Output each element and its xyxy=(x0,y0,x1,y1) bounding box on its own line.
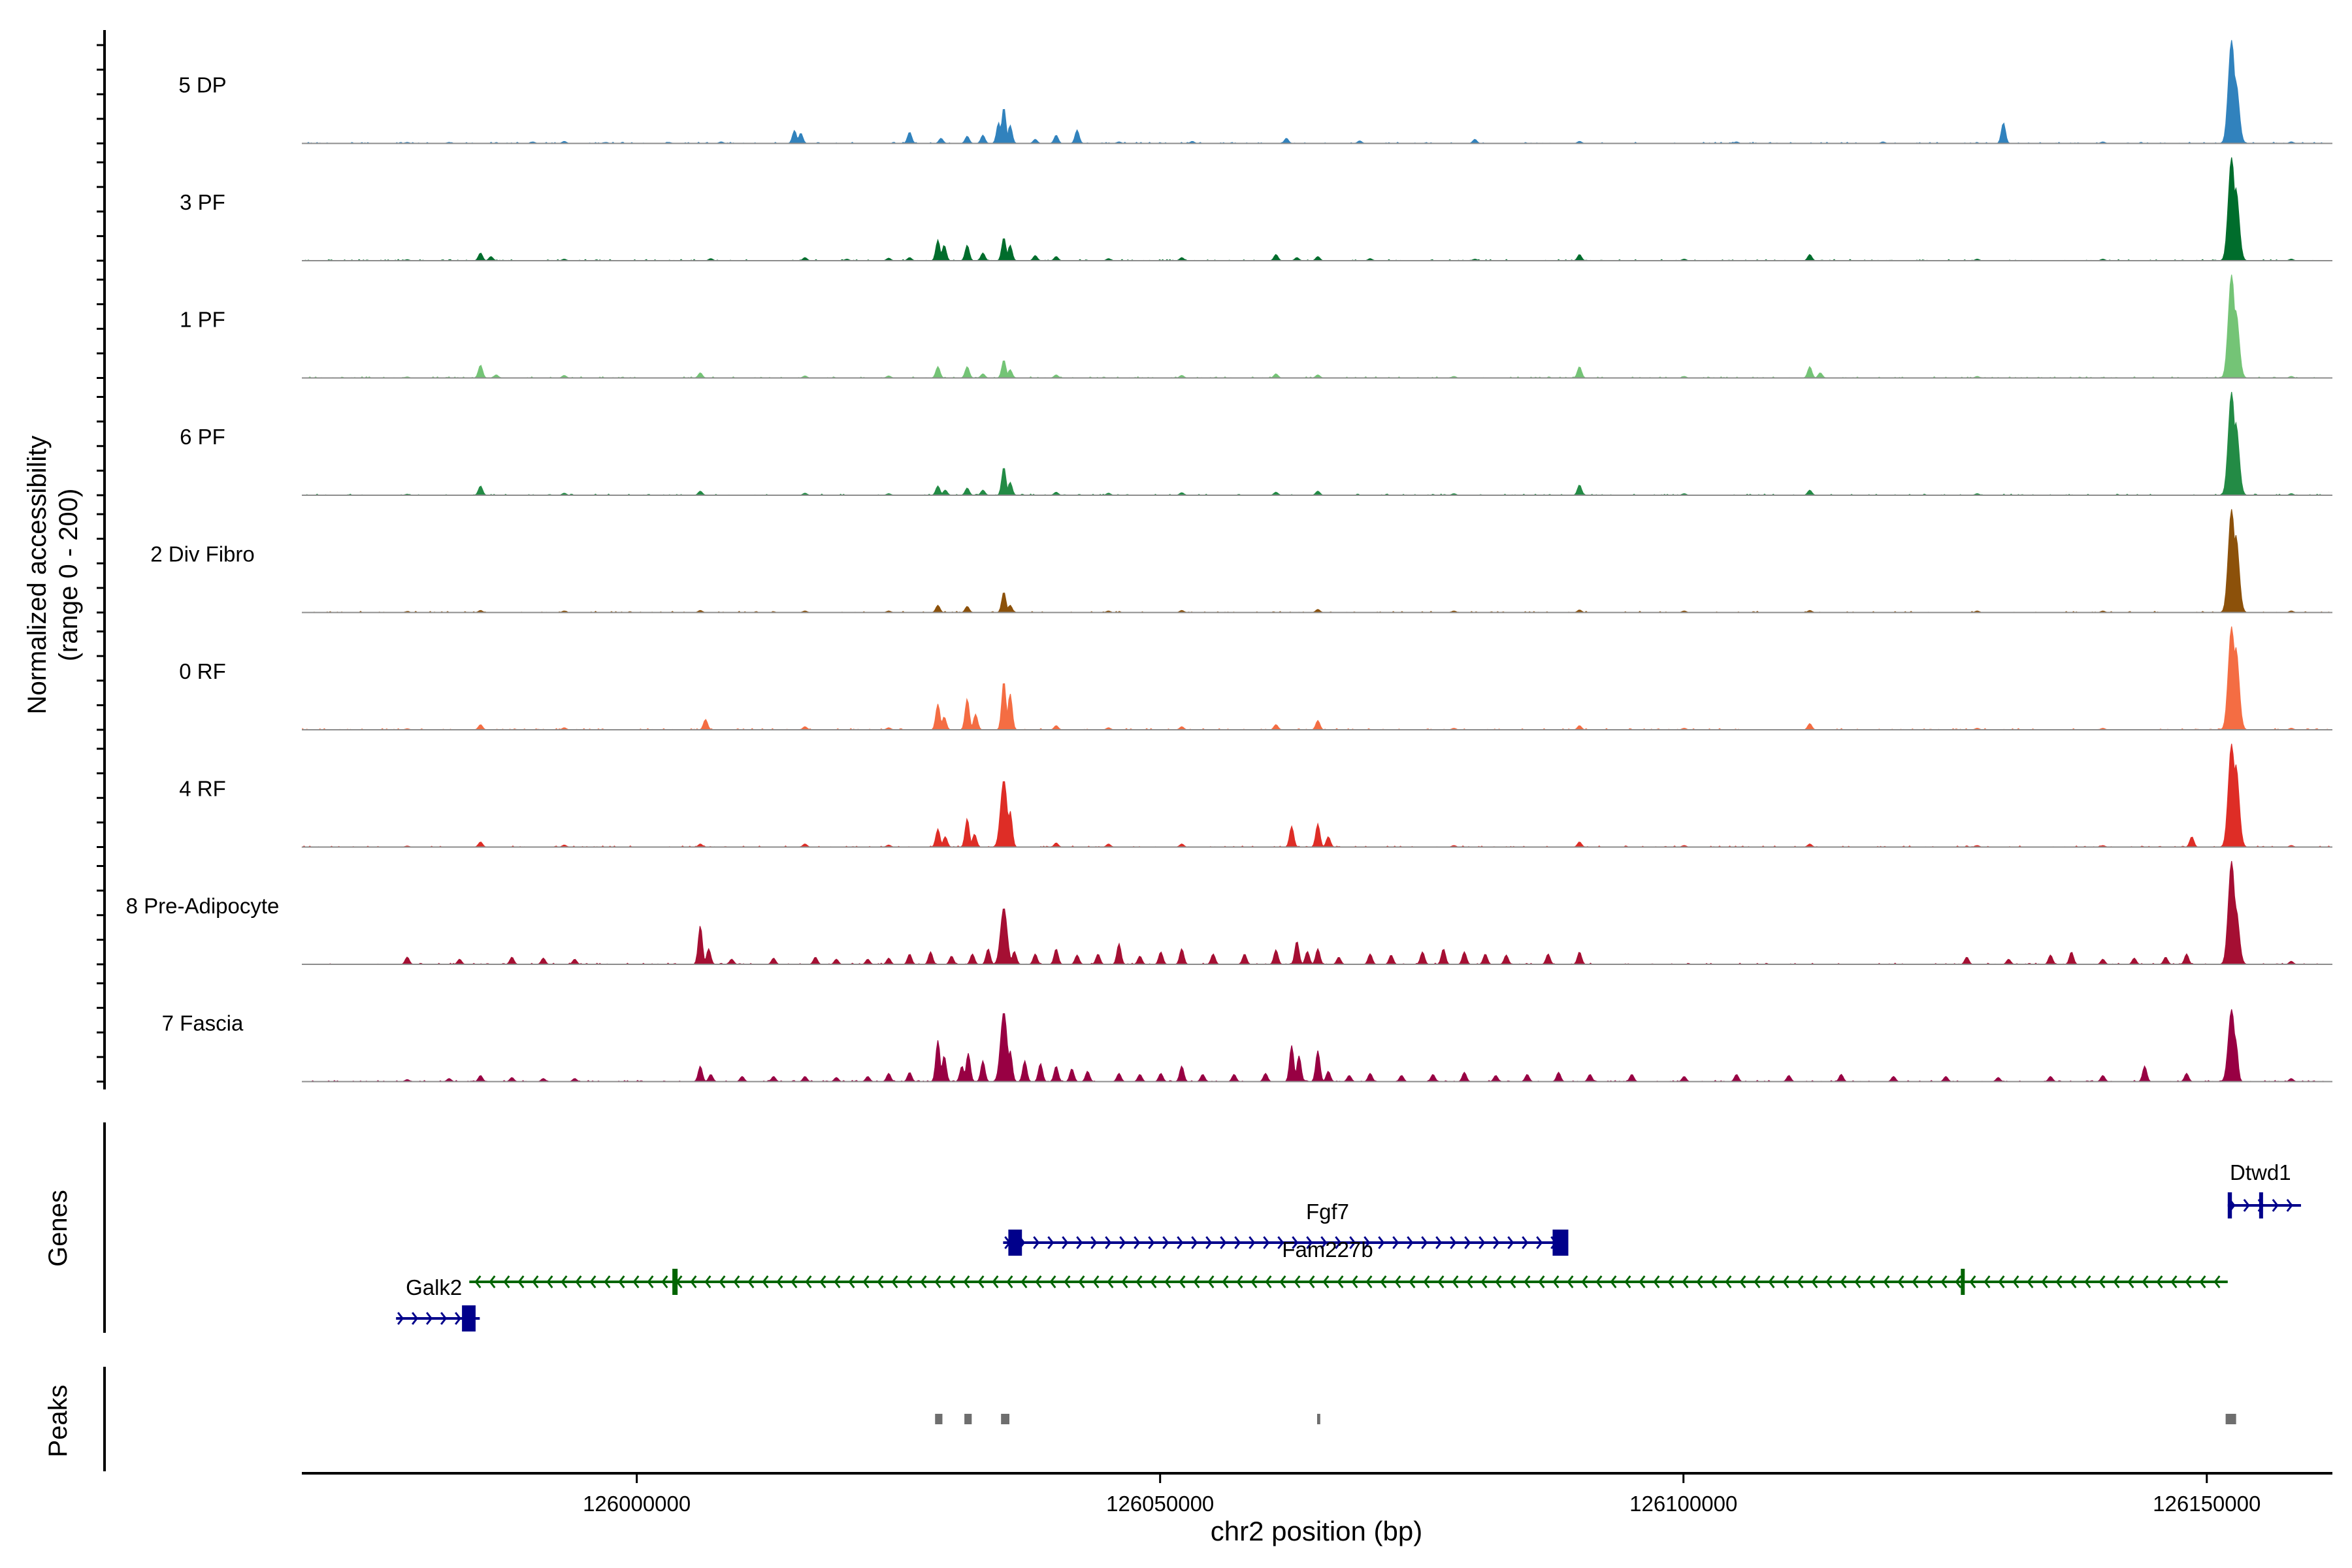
exon xyxy=(462,1305,476,1331)
exon xyxy=(2259,1192,2263,1218)
coverage-area xyxy=(301,743,2332,848)
track-label: 5 DP xyxy=(178,73,226,97)
coverage-area xyxy=(302,391,2332,496)
coverage-area xyxy=(302,40,2332,144)
y-axis xyxy=(97,30,106,1090)
gene-track: Genes Dtwd1 Fgf7 Fam227b Galk2 xyxy=(44,1122,2301,1333)
x-tick-label: 126000000 xyxy=(583,1492,691,1516)
coverage-area xyxy=(302,860,2332,965)
x-tick-label: 126150000 xyxy=(2153,1492,2261,1516)
strand-chevrons xyxy=(474,1275,2221,1288)
coverage-area xyxy=(302,509,2332,613)
x-tick-label: 126050000 xyxy=(1106,1492,1214,1516)
peak-track-label: Peaks xyxy=(44,1384,73,1457)
track-6-pf: 6 PF xyxy=(180,391,2332,496)
track-label: 4 RF xyxy=(179,777,226,801)
exon xyxy=(1552,1230,1569,1256)
track-8-pre-adipocyte: 8 Pre-Adipocyte xyxy=(126,860,2332,965)
exon xyxy=(2227,1192,2232,1218)
peak-region xyxy=(1317,1414,1320,1424)
peak-region xyxy=(964,1414,972,1424)
y-axis-label-line-1: Normalized accessibility xyxy=(23,436,52,715)
peak-region xyxy=(935,1414,943,1424)
gene-galk2: Galk2 xyxy=(396,1275,480,1331)
x-tick-label: 126100000 xyxy=(1629,1492,1737,1516)
exon xyxy=(672,1269,678,1295)
gene-dtwd1: Dtwd1 xyxy=(2227,1160,2301,1218)
x-axis: 126000000 126050000 126100000 126150000 xyxy=(302,1472,2332,1516)
peak-track: Peaks xyxy=(44,1367,2236,1471)
strand-chevrons xyxy=(397,1312,476,1325)
peak-region xyxy=(1001,1414,1009,1424)
gene-name: Fam227b xyxy=(1282,1237,1373,1262)
track-label: 8 Pre-Adipocyte xyxy=(126,894,280,918)
peak-region xyxy=(2225,1414,2236,1424)
exon xyxy=(1961,1269,1965,1295)
track-label: 1 PF xyxy=(180,308,225,332)
coverage-area xyxy=(302,157,2332,261)
track-label: 3 PF xyxy=(180,190,225,214)
coverage-area xyxy=(302,626,2332,730)
gene-fam227b: Fam227b xyxy=(469,1237,2228,1295)
track-label: 7 Fascia xyxy=(162,1011,244,1036)
gene-fgf7: Fgf7 xyxy=(1003,1200,1569,1256)
track-2-div-fibro: 2 Div Fibro xyxy=(150,509,2332,613)
track-label: 6 PF xyxy=(180,425,225,449)
track-7-fascia: 7 Fascia xyxy=(162,1009,2332,1083)
track-3-pf: 3 PF xyxy=(180,157,2332,261)
y-axis-label: Normalized accessibility (range 0 - 200) xyxy=(23,436,83,715)
gene-name: Galk2 xyxy=(406,1275,462,1299)
gene-track-label: Genes xyxy=(44,1190,73,1267)
x-axis-label: chr2 position (bp) xyxy=(1211,1516,1423,1546)
gene-name: Fgf7 xyxy=(1306,1200,1349,1224)
exon xyxy=(1008,1230,1022,1256)
gene-name: Dtwd1 xyxy=(2230,1160,2291,1184)
track-0-rf: 0 RF xyxy=(179,626,2332,730)
track-label: 2 Div Fibro xyxy=(150,542,255,566)
y-axis-label-line-2: (range 0 - 200) xyxy=(54,489,83,662)
track-1-pf: 1 PF xyxy=(180,274,2332,379)
coverage-area xyxy=(302,274,2332,379)
track-label: 0 RF xyxy=(179,659,226,683)
track-4-rf: 4 RF xyxy=(179,743,2332,848)
coverage-area xyxy=(302,1009,2332,1083)
coverage-tracks: 5 DP 3 PF 1 PF 6 PF 2 Div Fibro 0 RF 4 RF 8 Pre… xyxy=(126,40,2332,1083)
track-5-dp: 5 DP xyxy=(178,40,2332,144)
